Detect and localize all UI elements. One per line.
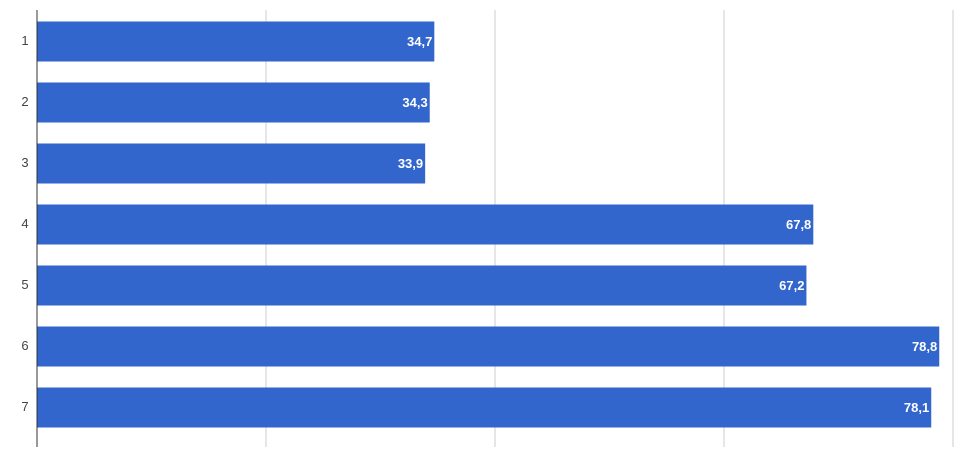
bar <box>37 204 814 245</box>
bar <box>37 21 435 62</box>
value-label: 34,7 <box>407 34 432 49</box>
bar <box>37 143 426 184</box>
y-tick-label: 1 <box>21 33 28 48</box>
value-label: 33,9 <box>398 156 423 171</box>
y-tick-label: 7 <box>21 399 28 414</box>
value-label: 78,8 <box>912 339 937 354</box>
bar <box>37 82 430 123</box>
bar <box>37 265 807 306</box>
y-tick-label: 2 <box>21 94 28 109</box>
value-label: 67,2 <box>779 278 804 293</box>
y-tick-label: 5 <box>21 277 28 292</box>
y-tick-label: 3 <box>21 155 28 170</box>
bar <box>37 326 940 367</box>
y-tick-label: 4 <box>21 216 28 231</box>
value-label: 78,1 <box>904 400 929 415</box>
y-tick-label: 6 <box>21 338 28 353</box>
bar <box>37 387 932 428</box>
value-label: 67,8 <box>786 217 811 232</box>
value-label: 34,3 <box>402 95 427 110</box>
